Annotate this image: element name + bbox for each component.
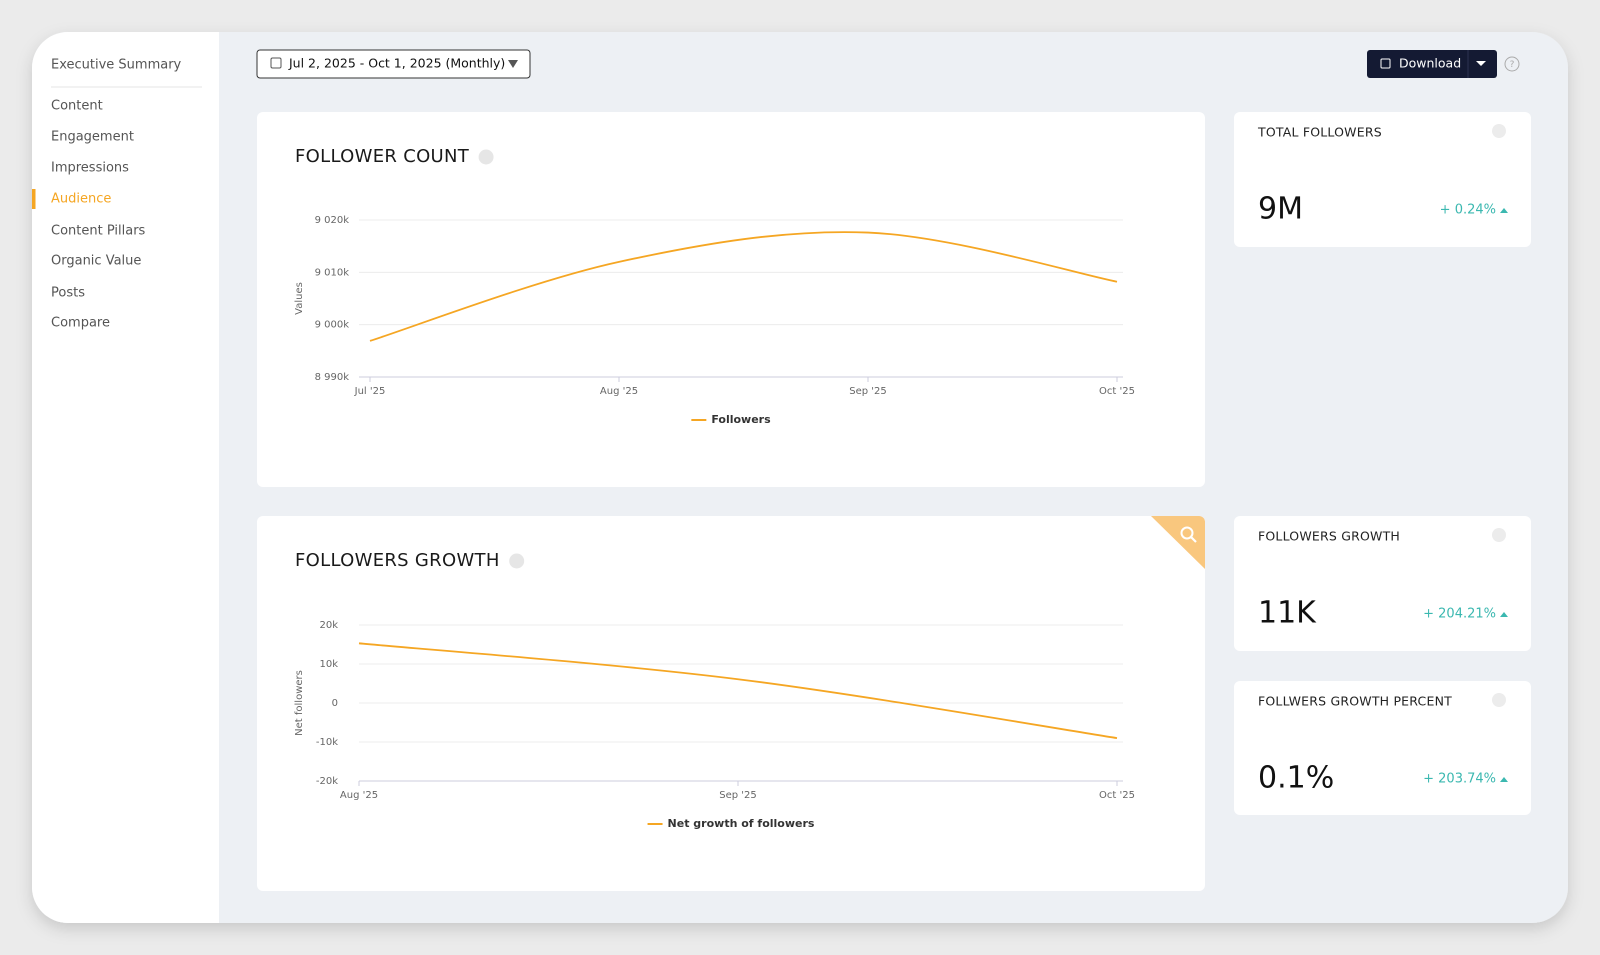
nav-item[interactable]: Content Pillars xyxy=(51,224,146,239)
line-series xyxy=(358,642,1118,739)
kpi-title: FOLLOWERS GROWTH xyxy=(1258,529,1400,544)
download-caret[interactable] xyxy=(1476,61,1486,66)
y-axis-label: Values xyxy=(294,282,305,315)
y-tick-label: 8 990k xyxy=(315,372,350,383)
info-icon xyxy=(1492,124,1506,138)
nav-item[interactable]: Posts xyxy=(51,286,85,301)
kpi-title: TOTAL FOLLOWERS xyxy=(1257,125,1382,140)
dropdown-arrow xyxy=(508,60,518,68)
sidebar xyxy=(32,32,219,923)
nav-item[interactable]: Organic Value xyxy=(51,254,141,269)
kpi-value: 0.1% xyxy=(1258,761,1334,796)
legend-label: Net growth of followers xyxy=(668,817,815,830)
legend-label: Followers xyxy=(711,413,771,426)
kpi-change: + 203.74% xyxy=(1423,772,1496,787)
y-axis-label: Net followers xyxy=(294,670,305,736)
zoom-handle xyxy=(1190,536,1197,543)
chart-card xyxy=(257,112,1205,487)
zoom-icon xyxy=(1180,526,1194,540)
x-tick-label: Aug '25 xyxy=(600,386,638,397)
nav: Executive Summary Content Engagement Impres… xyxy=(32,58,182,331)
x-tick-label: Sep '25 xyxy=(849,386,887,397)
y-tick-label: 9 010k xyxy=(315,267,350,278)
x-tick-label: Oct '25 xyxy=(1099,790,1135,801)
line-series xyxy=(369,231,1118,342)
kpi-value: 9M xyxy=(1258,192,1303,227)
active-indicator xyxy=(32,189,36,209)
info-icon xyxy=(509,553,525,569)
kpi-change: + 204.21% xyxy=(1423,607,1496,622)
download-label: Download xyxy=(1399,56,1461,71)
download-icon xyxy=(1380,58,1391,69)
nav-item[interactable]: Engagement xyxy=(51,130,134,145)
y-tick-label: 0 xyxy=(332,698,338,709)
date-picker[interactable] xyxy=(256,49,531,79)
chart-title: FOLLOWER COUNT xyxy=(295,146,470,167)
kpi-title: FOLLWERS GROWTH PERCENT xyxy=(1258,694,1452,709)
calendar-icon xyxy=(270,57,282,69)
kpi-change: + 0.24% xyxy=(1440,203,1496,218)
x-tick-label: Aug '25 xyxy=(340,790,378,801)
kpi-card xyxy=(1234,516,1531,651)
y-tick-label: -10k xyxy=(316,737,338,748)
trend-up xyxy=(1500,777,1508,782)
info-icon xyxy=(1492,693,1506,707)
info-icon xyxy=(1492,528,1506,542)
nav-item[interactable]: Impressions xyxy=(51,161,129,176)
nav-item[interactable]: Compare xyxy=(51,316,110,331)
y-tick-label: 10k xyxy=(319,659,338,670)
help-icon[interactable] xyxy=(1504,56,1520,72)
x-tick-label: Jul '25 xyxy=(354,386,386,397)
nav-item[interactable]: Executive Summary xyxy=(51,58,182,73)
help-glyph: ? xyxy=(1510,60,1515,70)
nav-item[interactable]: Content xyxy=(51,99,103,114)
y-tick-label: 9 020k xyxy=(315,215,350,226)
date-range: Jul 2, 2025 - Oct 1, 2025 (Monthly) xyxy=(288,56,505,71)
x-tick-label: Oct '25 xyxy=(1099,386,1135,397)
trend-up xyxy=(1500,612,1508,617)
y-tick-label: -20k xyxy=(316,776,338,787)
chart-title: FOLLOWERS GROWTH xyxy=(295,550,500,571)
kpi-card xyxy=(1234,112,1531,247)
y-tick-label: 9 000k xyxy=(315,320,350,331)
info-icon xyxy=(478,149,494,165)
kpi-card xyxy=(1234,681,1531,815)
x-tick-label: Sep '25 xyxy=(719,790,757,801)
kpi-value: 11K xyxy=(1258,596,1317,631)
nav-item[interactable]: Audience xyxy=(51,192,111,207)
download-button[interactable] xyxy=(1367,50,1497,78)
trend-up xyxy=(1500,208,1508,213)
y-tick-label: 20k xyxy=(319,620,338,631)
dynamic: FOLLOWER COUNT Values 8 990k 9 000k 9 010k 9 … xyxy=(294,124,1508,830)
